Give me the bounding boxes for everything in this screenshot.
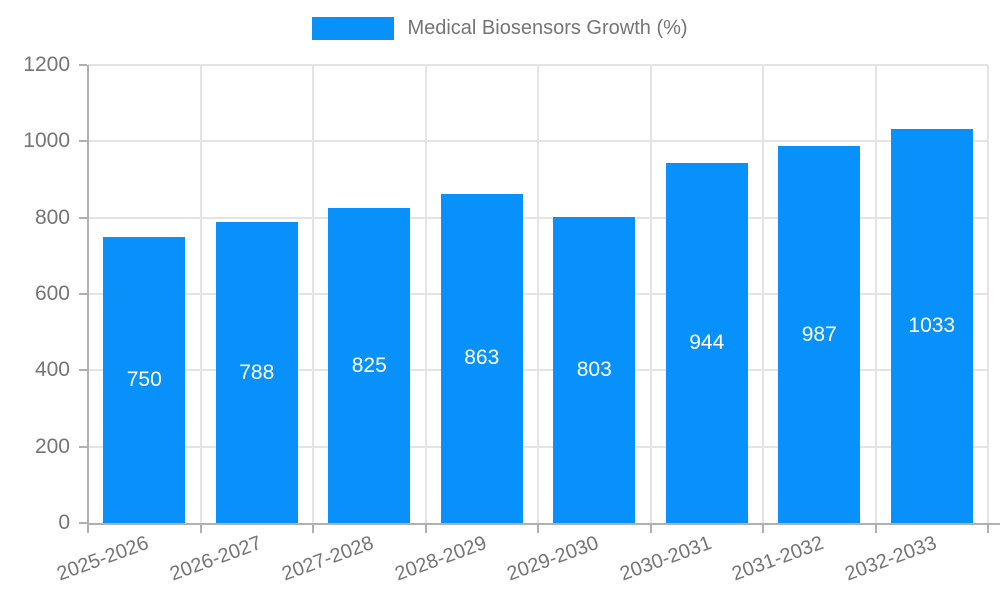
y-axis-label-200: 200 [34, 434, 70, 458]
x-tick-5 [649, 525, 652, 533]
chart-legend[interactable]: Medical Biosensors Growth (%) [0, 17, 1000, 40]
bar-2031-2032: 987 [778, 146, 861, 523]
y-tick-800 [79, 216, 87, 219]
x-tick-4 [537, 525, 539, 533]
x-tick-6 [762, 525, 764, 533]
bar-2025-2026: 750 [103, 236, 186, 523]
bar-2030-2031: 944 [665, 162, 748, 523]
x-axis-line [87, 523, 1000, 525]
gridline-x-1 [199, 65, 202, 523]
x-tick-2 [312, 525, 314, 533]
gridline-x-3 [424, 65, 427, 523]
bar-2029-2030: 803 [553, 216, 636, 523]
x-tick-1 [199, 525, 202, 533]
bar-2026-2027: 788 [215, 222, 298, 523]
x-axis-label-2027-2028: 2027-2028 [279, 532, 377, 586]
y-axis-label-0: 0 [58, 511, 70, 534]
bar-value-label: 788 [239, 360, 275, 384]
x-tick-3 [424, 525, 427, 533]
bar-value-label: 825 [351, 353, 387, 377]
y-tick-0 [79, 522, 87, 524]
bar-2027-2028: 825 [328, 208, 411, 523]
bar-value-label: 750 [126, 367, 162, 391]
y-axis-label-400: 400 [34, 358, 70, 382]
x-axis-label-2026-2027: 2026-2027 [166, 532, 265, 586]
x-axis-label-2025-2026: 2025-2026 [54, 532, 152, 586]
y-tick-200 [79, 445, 87, 448]
gridline-x-4 [537, 65, 539, 523]
y-tick-600 [79, 293, 87, 295]
bar-value-label: 863 [464, 346, 500, 370]
gridline-x-5 [649, 65, 652, 523]
y-axis-line [87, 65, 89, 523]
bar-2028-2029: 863 [440, 193, 523, 523]
x-axis-label-2031-2032: 2031-2032 [729, 532, 827, 586]
gridline-x-8 [987, 65, 989, 523]
x-axis-label-2032-2033: 2032-2033 [841, 532, 940, 586]
gridline-x-2 [312, 65, 314, 523]
bar-value-label: 803 [576, 357, 612, 381]
legend-swatch [312, 17, 395, 40]
bar-value-label: 1033 [908, 313, 956, 337]
plot-area: 750 788 825 863 803 944 987 1033 [79, 64, 1000, 533]
gridline-x-6 [762, 65, 764, 523]
x-tick-7 [874, 525, 877, 533]
bar-2032-2033: 1033 [890, 128, 973, 523]
legend-label: Medical Biosensors Growth (%) [407, 17, 688, 39]
x-axis-label-2028-2029: 2028-2029 [391, 532, 490, 586]
bar-value-label: 987 [801, 322, 837, 346]
y-tick-400 [79, 369, 87, 372]
x-tick-0 [87, 525, 89, 533]
y-axis-label-1000: 1000 [23, 129, 70, 153]
x-axis-label-2029-2030: 2029-2030 [504, 532, 602, 586]
x-tick-8 [987, 525, 989, 533]
y-tick-1200 [79, 64, 87, 66]
y-axis-label-800: 800 [34, 205, 70, 229]
y-tick-1000 [79, 140, 87, 143]
x-axis-label-2030-2031: 2030-2031 [616, 532, 715, 586]
gridline-x-7 [874, 65, 877, 523]
bar-value-label: 944 [689, 330, 725, 354]
y-axis-label-600: 600 [34, 282, 70, 305]
y-axis-label-1200: 1200 [23, 53, 70, 76]
